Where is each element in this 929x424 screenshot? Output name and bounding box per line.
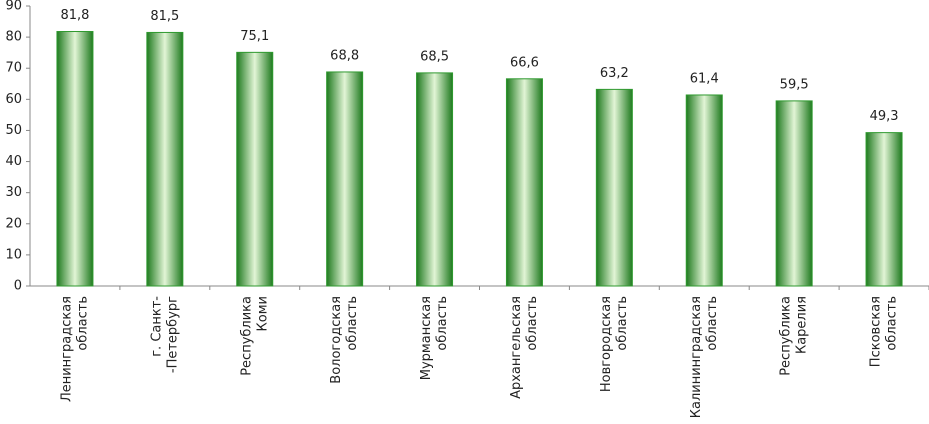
- bar: [685, 94, 723, 287]
- value-label: 81,8: [60, 8, 89, 23]
- value-label: 75,1: [240, 29, 269, 44]
- bar: [416, 72, 454, 287]
- y-tick-label: 10: [5, 247, 22, 262]
- x-tick-label: область: [435, 296, 450, 351]
- x-tick-label: область: [705, 296, 720, 351]
- x-tick-label: Ленинградская: [59, 296, 74, 402]
- y-tick-label: 50: [5, 123, 22, 138]
- x-tick-label: Калининградская: [689, 296, 704, 418]
- bar: [326, 71, 364, 287]
- bar: [775, 100, 813, 287]
- y-tick-label: 70: [5, 61, 22, 76]
- bar: [595, 88, 633, 287]
- y-tick-label: 30: [5, 185, 22, 200]
- value-label: 81,5: [150, 9, 179, 24]
- x-tick-label: Псковская: [869, 296, 884, 367]
- x-tick-label: область: [615, 296, 630, 351]
- value-label: 68,5: [420, 49, 449, 64]
- bar: [505, 78, 543, 287]
- x-tick-label: область: [525, 296, 540, 351]
- x-tick-label: Мурманская: [419, 296, 434, 380]
- x-tick-label: -Петербург: [165, 296, 180, 373]
- x-tick-label: Коми: [255, 296, 270, 331]
- x-tick-label: Республика: [239, 296, 254, 376]
- x-tick-label: Архангельская: [509, 296, 524, 399]
- value-label: 61,4: [690, 71, 719, 86]
- bar: [56, 31, 94, 287]
- bar: [865, 132, 903, 287]
- bar: [236, 51, 274, 287]
- x-tick-label: область: [75, 296, 90, 351]
- x-tick-label: область: [885, 296, 900, 351]
- x-tick-label: Новгородская: [599, 296, 614, 392]
- y-tick-label: 80: [5, 30, 22, 45]
- x-tick-label: Республика: [779, 296, 794, 376]
- value-label: 49,3: [870, 109, 899, 124]
- x-tick-label: область: [345, 296, 360, 351]
- value-label: 63,2: [600, 66, 629, 81]
- value-label: 59,5: [780, 77, 809, 92]
- x-tick-label: г. Санкт-: [149, 296, 164, 357]
- value-label: 68,8: [330, 48, 359, 63]
- y-tick-label: 60: [5, 92, 22, 107]
- y-tick-label: 20: [5, 216, 22, 231]
- y-tick-label: 0: [14, 279, 22, 294]
- y-tick-label: 90: [5, 0, 22, 14]
- value-label: 66,6: [510, 55, 539, 70]
- x-tick-label: Карелия: [795, 296, 810, 354]
- y-tick-label: 40: [5, 154, 22, 169]
- bar: [146, 31, 184, 287]
- x-tick-label: Вологодская: [329, 296, 344, 384]
